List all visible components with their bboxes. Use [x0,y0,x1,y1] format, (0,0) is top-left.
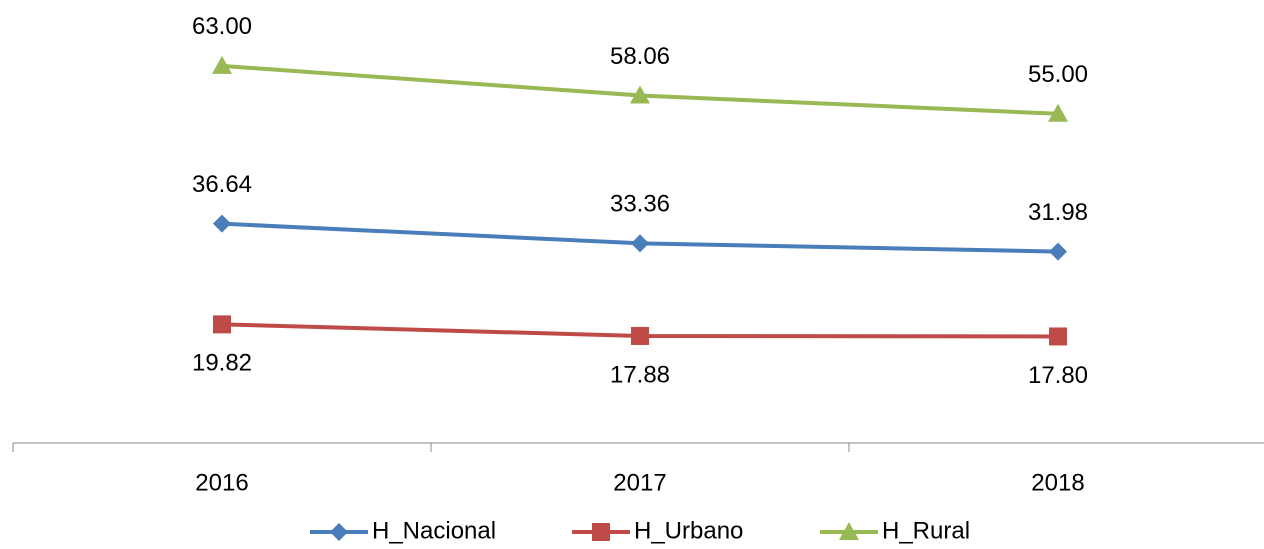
data-point [213,214,231,233]
legend-marker [839,522,859,540]
data-point [631,326,649,345]
data-point [212,55,232,74]
x-tick-label: 2018 [1031,469,1084,496]
x-tick-label: 2017 [613,469,666,496]
data-label: 17.88 [610,361,670,388]
data-label: 36.64 [192,171,252,198]
data-label: 17.80 [1028,362,1088,389]
data-label: 63.00 [192,13,252,40]
data-point [631,234,649,253]
legend-marker [592,523,610,541]
data-point [630,85,650,104]
legend-marker [330,523,348,541]
legend-label: H_Rural [882,517,970,544]
x-tick-label: 2016 [195,469,248,496]
data-point [213,315,231,334]
data-label: 31.98 [1028,199,1088,226]
data-label: 19.82 [192,350,252,377]
data-point [1049,242,1067,261]
data-point [1048,103,1068,122]
legend-label: H_Nacional [372,517,496,544]
data-point [1049,327,1067,346]
data-label: 55.00 [1028,61,1088,88]
data-label: 33.36 [610,191,670,218]
data-label: 58.06 [610,43,670,70]
legend-label: H_Urbano [634,517,743,544]
